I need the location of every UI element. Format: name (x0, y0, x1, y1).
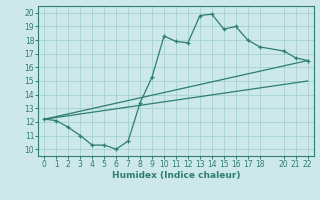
X-axis label: Humidex (Indice chaleur): Humidex (Indice chaleur) (112, 171, 240, 180)
